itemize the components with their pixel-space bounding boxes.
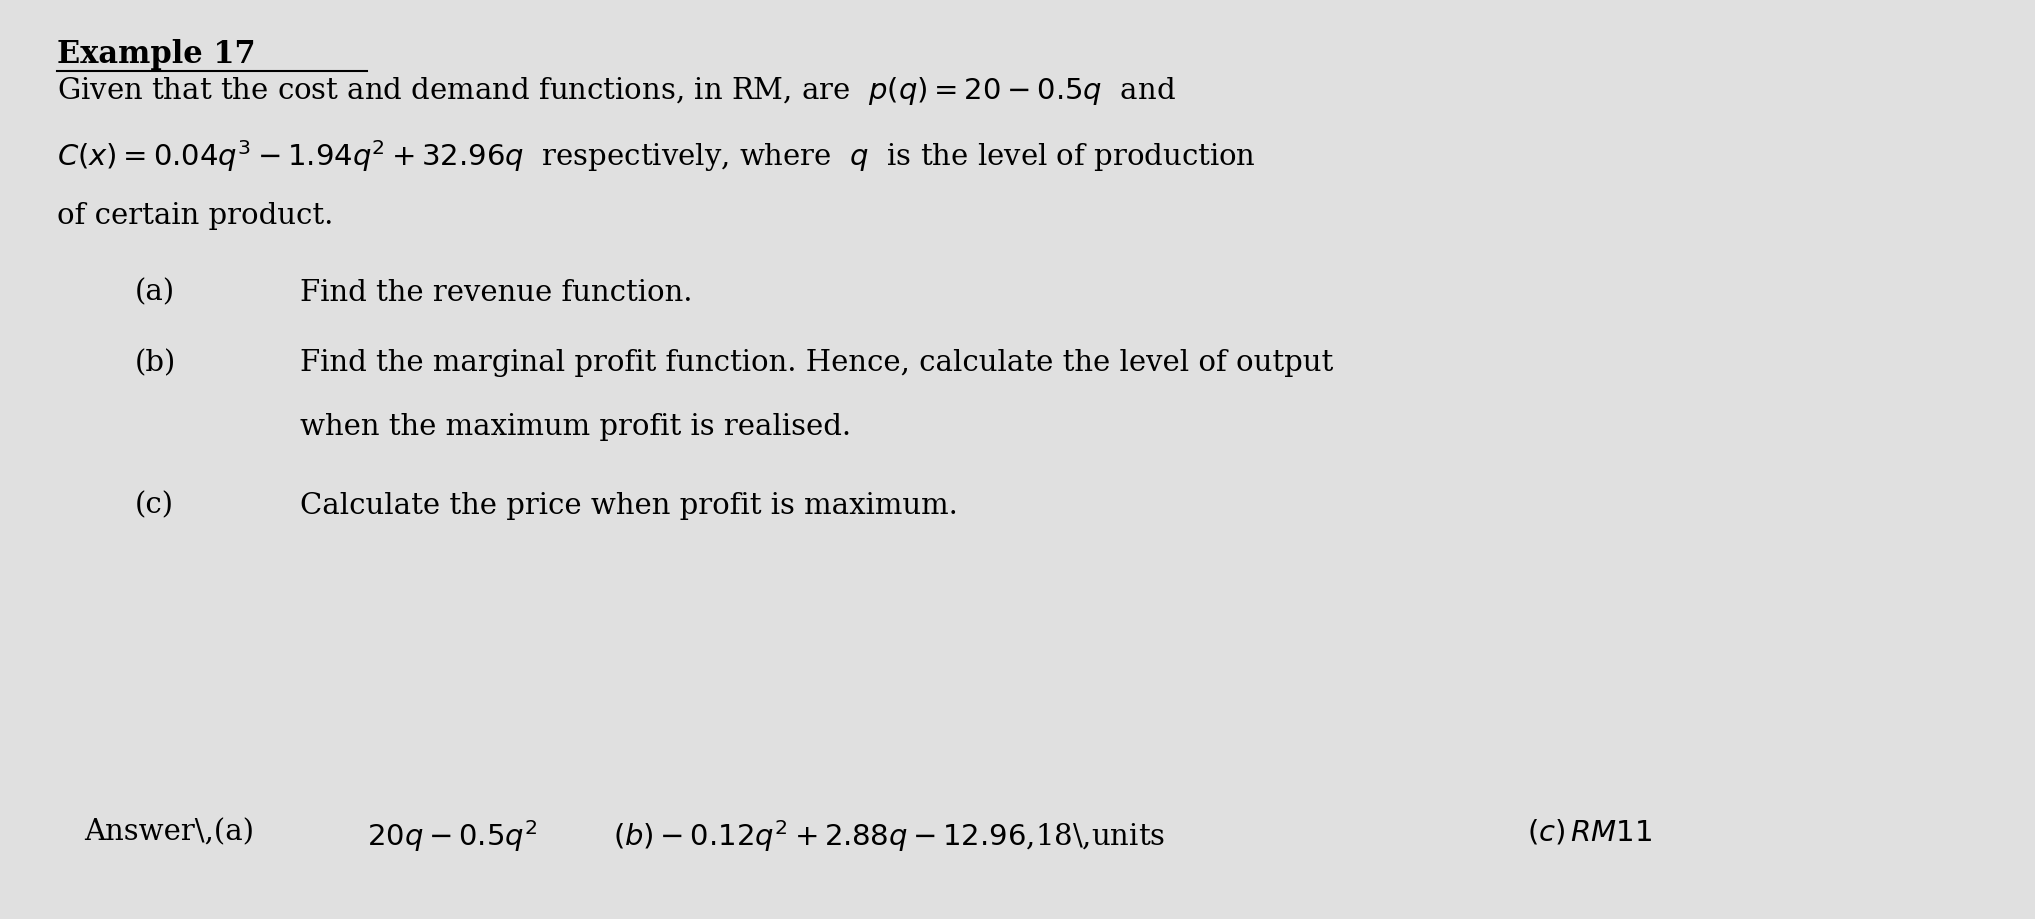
Text: Example 17: Example 17 [57,39,256,70]
Text: $C(x)=0.04q^3-1.94q^2+32.96q$  respectively, where  $q$  is the level of product: $C(x)=0.04q^3-1.94q^2+32.96q$ respective… [57,138,1256,174]
Text: $(c)\,RM11$: $(c)\,RM11$ [1526,817,1652,846]
Text: (a): (a) [134,278,175,306]
Text: of certain product.: of certain product. [57,201,334,230]
Text: when the maximum profit is realised.: when the maximum profit is realised. [299,413,851,440]
Text: $20q-0.5q^2$: $20q-0.5q^2$ [366,817,537,853]
Text: (b): (b) [134,349,175,377]
Text: Given that the cost and demand functions, in RM, are  $p(q)=20-0.5q$  and: Given that the cost and demand functions… [57,74,1176,107]
Text: (c): (c) [134,491,173,519]
Text: Calculate the price when profit is maximum.: Calculate the price when profit is maxim… [299,491,958,519]
Text: $(b)-0.12q^2+2.88q-12.96$,18\,units: $(b)-0.12q^2+2.88q-12.96$,18\,units [613,817,1166,853]
Text: Find the marginal profit function. Hence, calculate the level of output: Find the marginal profit function. Hence… [299,349,1333,377]
Text: Answer\,(a): Answer\,(a) [83,817,254,845]
Text: Find the revenue function.: Find the revenue function. [299,278,692,306]
